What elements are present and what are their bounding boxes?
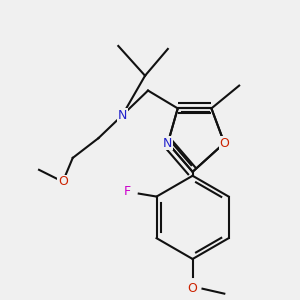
Text: O: O <box>188 282 197 295</box>
Text: F: F <box>123 185 130 198</box>
Text: N: N <box>118 109 127 122</box>
Text: O: O <box>58 175 68 188</box>
Text: N: N <box>163 136 172 150</box>
Text: O: O <box>219 136 229 150</box>
